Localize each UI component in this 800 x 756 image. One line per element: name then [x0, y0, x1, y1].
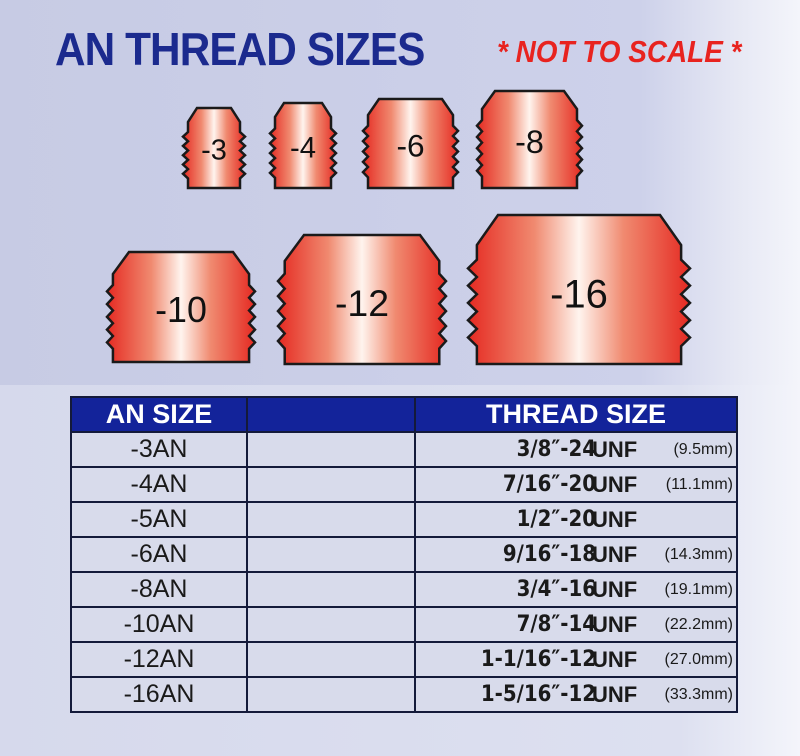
thread-spec: 3/4″-16: [516, 577, 596, 602]
table-row: -4AN 7/16″-20 UNF (11.1mm): [70, 466, 738, 503]
thread-type: UNF: [592, 472, 638, 497]
thread-spec: 1/2″-20: [516, 507, 596, 532]
an-size-cell: -12AN: [70, 641, 248, 678]
thread-diameter-mm: (11.1mm): [665, 476, 733, 493]
thread-size-cell: 1/2″-20 UNF: [414, 501, 738, 538]
thread-spec: 9/16″-18: [502, 542, 596, 567]
thread-type: UNF: [592, 542, 638, 567]
thread-spec: 3/8″-24: [516, 437, 596, 462]
fitting-dash16: -16: [466, 213, 692, 366]
fitting-shape: [361, 97, 460, 190]
table-row: -10AN 7/8″-14 UNF (22.2mm): [70, 606, 738, 643]
thread-spec: 7/16″-20: [502, 472, 596, 497]
an-size-cell: -4AN: [70, 466, 248, 503]
header-thread-size: THREAD SIZE: [414, 396, 738, 433]
blank-cell: [246, 571, 416, 608]
thread-size-table: AN SIZE THREAD SIZE -3AN 3/8″-24 UNF (9.…: [70, 396, 738, 713]
thread-type: UNF: [592, 612, 638, 637]
fitting-dash10: -10: [105, 250, 257, 364]
header-an-size: AN SIZE: [70, 396, 248, 433]
table-row: -5AN 1/2″-20 UNF: [70, 501, 738, 538]
thread-type: UNF: [592, 437, 638, 462]
table-header-row: AN SIZE THREAD SIZE: [70, 396, 738, 433]
thread-size-cell: 7/16″-20 UNF (11.1mm): [414, 466, 738, 503]
not-to-scale-note: * NOT TO SCALE *: [497, 34, 742, 69]
thread-size-cell: 1-5/16″-12 UNF (33.3mm): [414, 676, 738, 713]
table-row: -6AN 9/16″-18 UNF (14.3mm): [70, 536, 738, 573]
table-row: -3AN 3/8″-24 UNF (9.5mm): [70, 431, 738, 468]
fitting-shape: [276, 233, 448, 366]
thread-type: UNF: [592, 507, 638, 532]
fitting-dash8: -8: [475, 89, 584, 190]
blank-cell: [246, 431, 416, 468]
an-size-cell: -6AN: [70, 536, 248, 573]
an-size-cell: -16AN: [70, 676, 248, 713]
fitting-illustrations: -3 -4 -6 -8 -10 -12 -16: [105, 89, 692, 366]
blank-cell: [246, 641, 416, 678]
fitting-label: -4: [290, 131, 316, 164]
thread-size-cell: 9/16″-18 UNF (14.3mm): [414, 536, 738, 573]
thread-spec: 1-5/16″-12: [480, 682, 596, 707]
header-blank: [246, 396, 416, 433]
thread-diameter-mm: (14.3mm): [664, 546, 733, 563]
thread-diameter-mm: (27.0mm): [664, 651, 733, 668]
fitting-shape: [181, 106, 247, 190]
table-row: -8AN 3/4″-16 UNF (19.1mm): [70, 571, 738, 608]
blank-cell: [246, 466, 416, 503]
fitting-dash12: -12: [276, 233, 448, 366]
blank-cell: [246, 501, 416, 538]
page-title: AN THREAD SIZES: [55, 23, 425, 75]
thread-type: UNF: [592, 577, 638, 602]
thread-diameter-mm: (9.5mm): [673, 441, 733, 458]
fitting-label: -8: [515, 124, 544, 160]
an-size-cell: -5AN: [70, 501, 248, 538]
fitting-label: -12: [335, 282, 389, 324]
thread-diameter-mm: (19.1mm): [664, 581, 733, 598]
blank-cell: [246, 676, 416, 713]
thread-spec: 1-1/16″-12: [480, 647, 596, 672]
fitting-dash4: -4: [268, 101, 338, 190]
fitting-label: -6: [396, 127, 424, 163]
thread-type: UNF: [592, 647, 638, 672]
fitting-shape: [105, 250, 257, 364]
an-size-cell: -3AN: [70, 431, 248, 468]
thread-size-cell: 1-1/16″-12 UNF (27.0mm): [414, 641, 738, 678]
fitting-label: -10: [155, 290, 207, 330]
thread-type: UNF: [592, 682, 638, 707]
fitting-label: -16: [550, 273, 608, 317]
table-row: -16AN 1-5/16″-12 UNF (33.3mm): [70, 676, 738, 713]
fitting-shape: [466, 213, 692, 366]
table-row: -12AN 1-1/16″-12 UNF (27.0mm): [70, 641, 738, 678]
fitting-shape: [268, 101, 338, 190]
thread-size-cell: 3/8″-24 UNF (9.5mm): [414, 431, 738, 468]
thread-diameter-mm: (33.3mm): [664, 686, 733, 703]
fitting-dash3: -3: [181, 106, 247, 190]
fitting-shape: [475, 89, 584, 190]
thread-size-cell: 3/4″-16 UNF (19.1mm): [414, 571, 738, 608]
an-size-cell: -8AN: [70, 571, 248, 608]
blank-cell: [246, 606, 416, 643]
thread-spec: 7/8″-14: [516, 612, 596, 637]
blank-cell: [246, 536, 416, 573]
thread-size-cell: 7/8″-14 UNF (22.2mm): [414, 606, 738, 643]
fitting-dash6: -6: [361, 97, 460, 190]
fitting-label: -3: [201, 135, 227, 167]
thread-diameter-mm: (22.2mm): [664, 616, 733, 633]
an-size-cell: -10AN: [70, 606, 248, 643]
